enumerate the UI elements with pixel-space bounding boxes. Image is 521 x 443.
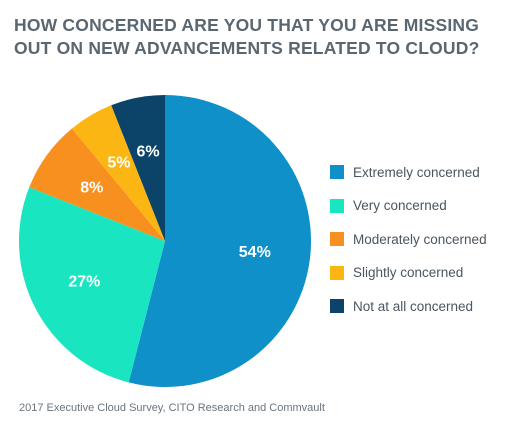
chart-legend: Extremely concerned Very concerned Moderat… [330, 164, 487, 332]
pie-slice-labels: 54% 27% 8%5% 6% [68, 144, 270, 291]
legend-swatch [330, 198, 344, 213]
legend-swatch [330, 265, 344, 280]
legend-item-very-concerned: Very concerned [330, 198, 487, 214]
legend-swatch [330, 232, 344, 246]
pie-slice-moderately-concerned [29, 128, 165, 241]
chart-title: HOW CONCERNED ARE YOU THAT YOU ARE MISSI… [14, 14, 514, 60]
legend-label: Not at all concerned [353, 298, 474, 314]
legend-item-moderately-concerned: Moderately concerned [330, 231, 487, 247]
pie-label-moderately-concerned: 8% [80, 179, 103, 196]
legend-swatch [330, 165, 344, 179]
legend-label: Very concerned [353, 198, 447, 213]
source-note: 2017 Executive Cloud Survey, CITO Resear… [19, 402, 325, 414]
pie-slice-extremely-concerned [128, 95, 312, 387]
pie-label-not-at-all-concerned: 6% [136, 144, 159, 161]
legend-label: Slightly concerned [353, 265, 464, 280]
legend-swatch [330, 299, 344, 313]
legend-label: Extremely concerned [353, 164, 480, 180]
legend-label: Moderately concerned [353, 231, 487, 247]
pie-label-very-concerned: 27% [68, 274, 100, 291]
pie-slice-slightly-concerned [71, 105, 165, 241]
legend-item-extremely-concerned: Extremely concerned [330, 164, 487, 180]
legend-item-not-at-all-concerned: Not at all concerned [330, 298, 487, 314]
pie-slice-not-at-all-concerned [111, 95, 165, 241]
chart-title-line-2: OUT ON NEW ADVANCEMENTS RELATED TO CLOUD… [14, 38, 480, 58]
pie-slices [18, 95, 312, 387]
chart-title-line-1: HOW CONCERNED ARE YOU THAT YOU ARE MISSI… [14, 15, 480, 35]
pie-label-slightly-concerned: 5% [107, 155, 130, 172]
pie-slice-very-concerned [18, 187, 165, 383]
legend-item-slightly-concerned: Slightly concerned [330, 265, 487, 281]
pie-label-extremely-concerned: 54% [239, 244, 271, 261]
